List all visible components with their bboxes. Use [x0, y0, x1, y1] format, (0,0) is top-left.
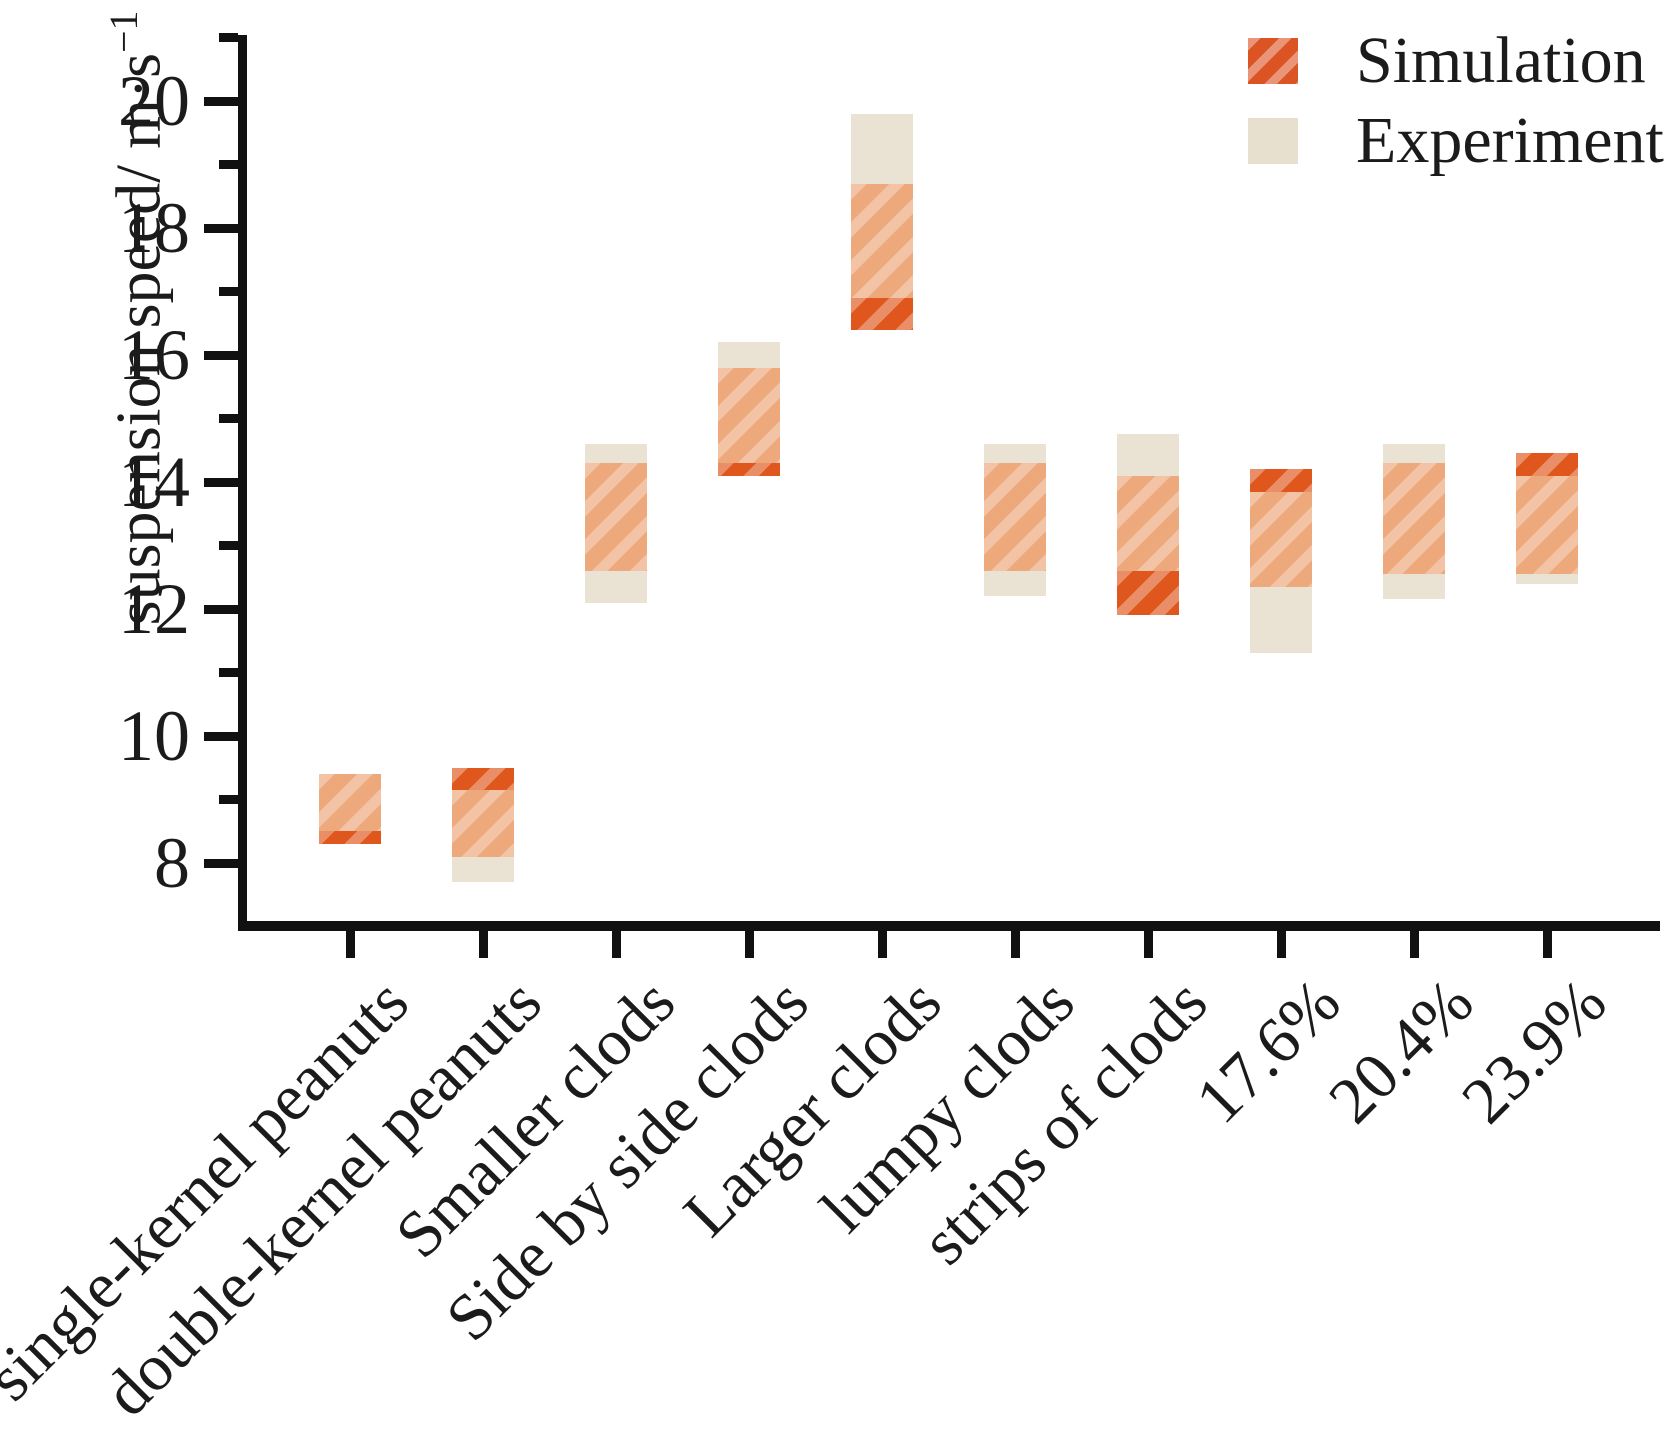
bar-segment-overlap [984, 462, 1046, 571]
bar-segment-simulation [718, 462, 780, 476]
legend-item-experiment: Experiment [1248, 108, 1664, 174]
y-axis-tick-label: 12 [118, 569, 190, 649]
bar-segment-overlap [851, 183, 913, 298]
x-axis-tick [611, 925, 621, 958]
y-axis-minor-tick [219, 287, 238, 296]
y-axis-tick-label: 16 [118, 315, 190, 395]
y-axis-tick-label: 14 [118, 442, 190, 522]
bar-segment-experiment [585, 443, 647, 463]
y-axis-tick-label: 8 [154, 823, 190, 903]
y-axis-major-tick [204, 858, 238, 868]
bar-segment-overlap [585, 462, 647, 571]
y-axis-major-tick [204, 223, 238, 233]
bar-segment-experiment [1516, 574, 1578, 584]
y-axis-line [238, 35, 247, 931]
bar-segment-overlap [1250, 491, 1312, 587]
y-axis-major-tick [204, 477, 238, 487]
y-axis-minor-tick [219, 33, 238, 42]
bar-segment-simulation [319, 831, 381, 844]
bar-segment-overlap [1383, 462, 1445, 575]
bar-segment-experiment [851, 113, 913, 184]
bar-segment-simulation [452, 767, 514, 790]
y-axis-title-superscript: −1 [102, 10, 146, 53]
y-axis-major-tick [204, 96, 238, 106]
bar-segment-experiment [1383, 574, 1445, 600]
x-axis-line [238, 921, 1660, 931]
bar-segment-experiment [1250, 586, 1312, 654]
bar-segment-experiment [1117, 434, 1179, 476]
x-axis-tick [478, 925, 488, 958]
bar-segment-experiment [1383, 443, 1445, 463]
y-axis-minor-tick [219, 668, 238, 677]
y-axis-major-tick [204, 350, 238, 360]
bar-segment-experiment [984, 443, 1046, 463]
legend: Simulation Experiment [1248, 28, 1664, 188]
bar-segment-experiment [718, 342, 780, 368]
legend-label-simulation: Simulation [1356, 24, 1646, 97]
bar-segment-experiment [984, 570, 1046, 597]
y-axis-minor-tick [219, 541, 238, 550]
y-axis-major-tick [204, 604, 238, 614]
legend-swatch-simulation [1248, 38, 1298, 84]
bar-segment-simulation [1250, 469, 1312, 492]
x-axis-tick [345, 925, 355, 958]
legend-label-experiment: Experiment [1356, 104, 1664, 177]
x-axis-tick [1010, 925, 1020, 958]
bar-segment-overlap [718, 367, 780, 463]
bar-segment-overlap [1117, 475, 1179, 571]
bar-segment-overlap [319, 774, 381, 832]
y-axis-tick-label: 18 [118, 188, 190, 268]
y-axis-minor-tick [219, 414, 238, 423]
y-axis-tick-label: 10 [118, 696, 190, 776]
bar-segment-simulation [1117, 570, 1179, 616]
x-axis-tick [1542, 925, 1552, 958]
y-axis-minor-tick [219, 160, 238, 169]
y-axis-tick-label: 20 [118, 61, 190, 141]
legend-item-simulation: Simulation [1248, 28, 1664, 94]
y-axis-major-tick [204, 731, 238, 741]
chart-figure: suspension speed/ m·s−1 8 10 12 14 16 18 20 sin… [0, 10, 1664, 1430]
x-axis-tick [1143, 925, 1153, 958]
legend-swatch-experiment [1248, 118, 1298, 164]
bar-segment-experiment [585, 570, 647, 603]
bar-segment-simulation [851, 297, 913, 330]
x-axis-tick [1409, 925, 1419, 958]
x-axis-tick [1276, 925, 1286, 958]
bar-segment-overlap [452, 789, 514, 857]
bar-segment-overlap [1516, 475, 1578, 575]
x-category-label: 23.9% [1447, 965, 1620, 1138]
bar-segment-simulation [1516, 453, 1578, 476]
x-category-label: 17.6% [1181, 965, 1354, 1138]
x-axis-tick [877, 925, 887, 958]
bar-segment-experiment [452, 856, 514, 883]
x-category-label: 20.4% [1314, 965, 1487, 1138]
y-axis-minor-tick [219, 795, 238, 804]
x-axis-tick [744, 925, 754, 958]
